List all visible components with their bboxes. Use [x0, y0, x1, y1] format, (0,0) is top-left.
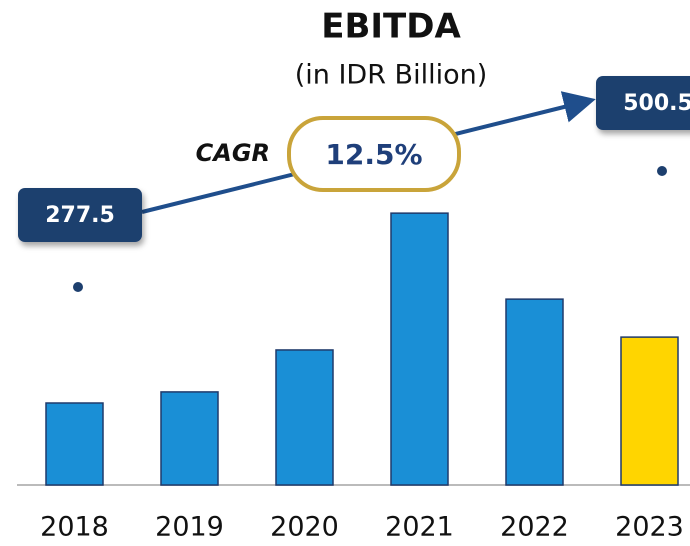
chart-subtitle: (in IDR Billion): [295, 60, 488, 91]
callout-label: 277.5: [45, 203, 115, 228]
cagr-label: CAGR: [196, 139, 270, 167]
x-tick-label: 2022: [500, 512, 569, 543]
callout-box: [18, 188, 142, 242]
cagr-value: 12.5%: [325, 138, 422, 171]
bar: [505, 298, 564, 486]
bar: [620, 336, 679, 486]
x-tick-label: 2018: [40, 512, 109, 543]
x-tick-label: 2023: [615, 512, 684, 543]
x-tick-label: 2021: [385, 512, 454, 543]
chart-title: EBITDA: [321, 7, 461, 47]
bar: [275, 349, 334, 486]
callout-label: 500.5: [623, 91, 690, 116]
callout-dot: [657, 166, 667, 176]
x-tick-label: 2020: [270, 512, 339, 543]
x-tick-label: 2019: [155, 512, 224, 543]
callout-box: [596, 76, 690, 130]
bar: [390, 212, 449, 486]
bar: [45, 402, 104, 486]
cagr-oval: [287, 116, 461, 192]
callout-dot: [73, 282, 83, 292]
bar: [160, 391, 219, 486]
